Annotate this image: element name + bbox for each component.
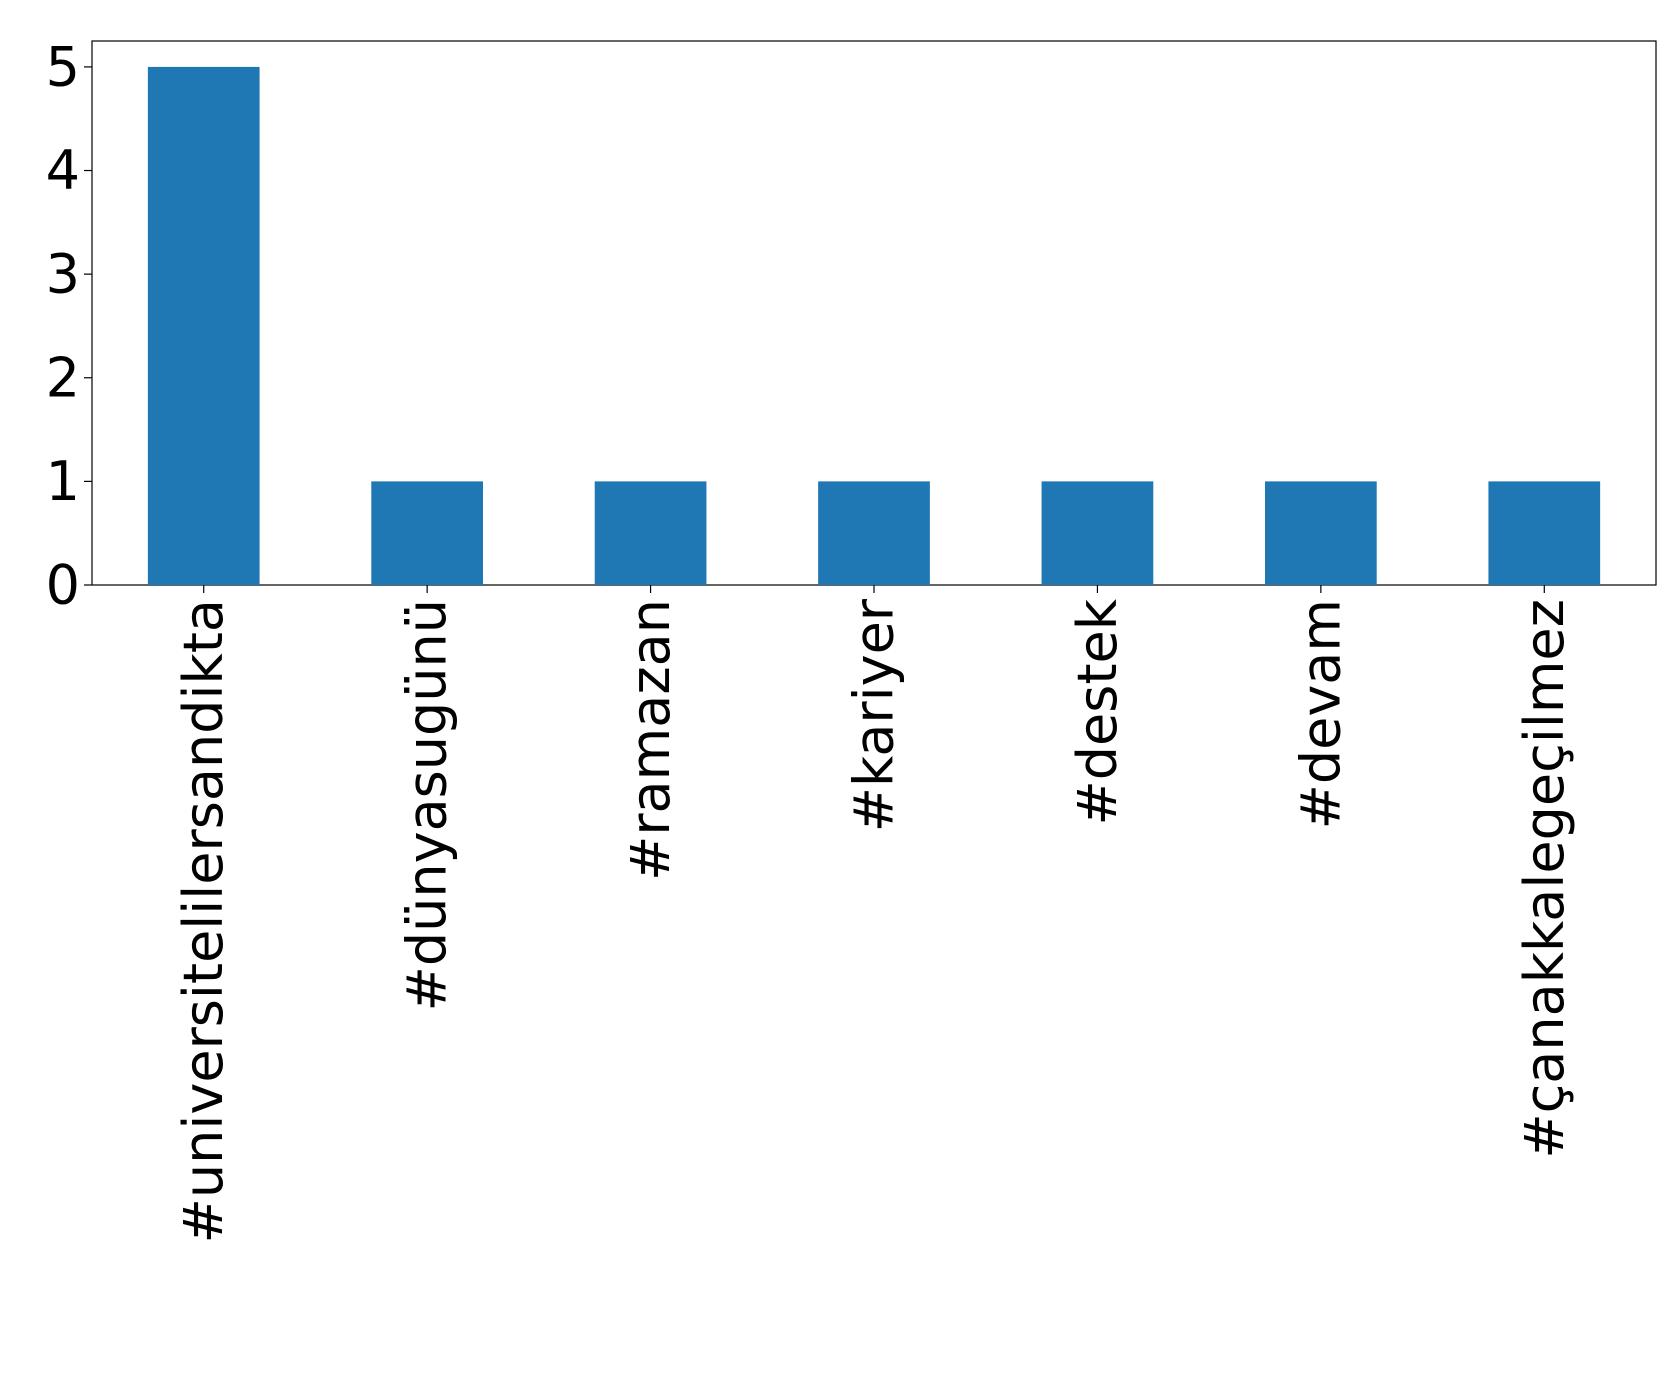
y-tick-label: 4 (46, 139, 80, 202)
bar (1041, 481, 1154, 585)
bar (371, 481, 483, 585)
x-tick-label: #ramazan (619, 599, 682, 881)
y-tick-label: 0 (46, 554, 80, 617)
y-tick-label: 3 (46, 243, 80, 306)
y-tick-label: 1 (46, 450, 80, 513)
bar (594, 481, 707, 585)
x-tick-label: #kariyer (843, 598, 906, 832)
bar (147, 66, 260, 585)
x-tick-label: #devam (1289, 599, 1352, 829)
x-tick-label: #universitelilersandikta (172, 599, 235, 1243)
y-tick-label: 2 (46, 346, 80, 409)
bar (818, 481, 930, 585)
bar (1488, 481, 1601, 585)
x-tick-label: #destek (1066, 598, 1129, 825)
bar (1265, 481, 1377, 585)
x-tick-label: #çanakkalegeçilmez (1513, 599, 1576, 1159)
y-tick-label: 5 (46, 35, 80, 98)
x-tick-label: #dünyasugünü (396, 599, 459, 1011)
